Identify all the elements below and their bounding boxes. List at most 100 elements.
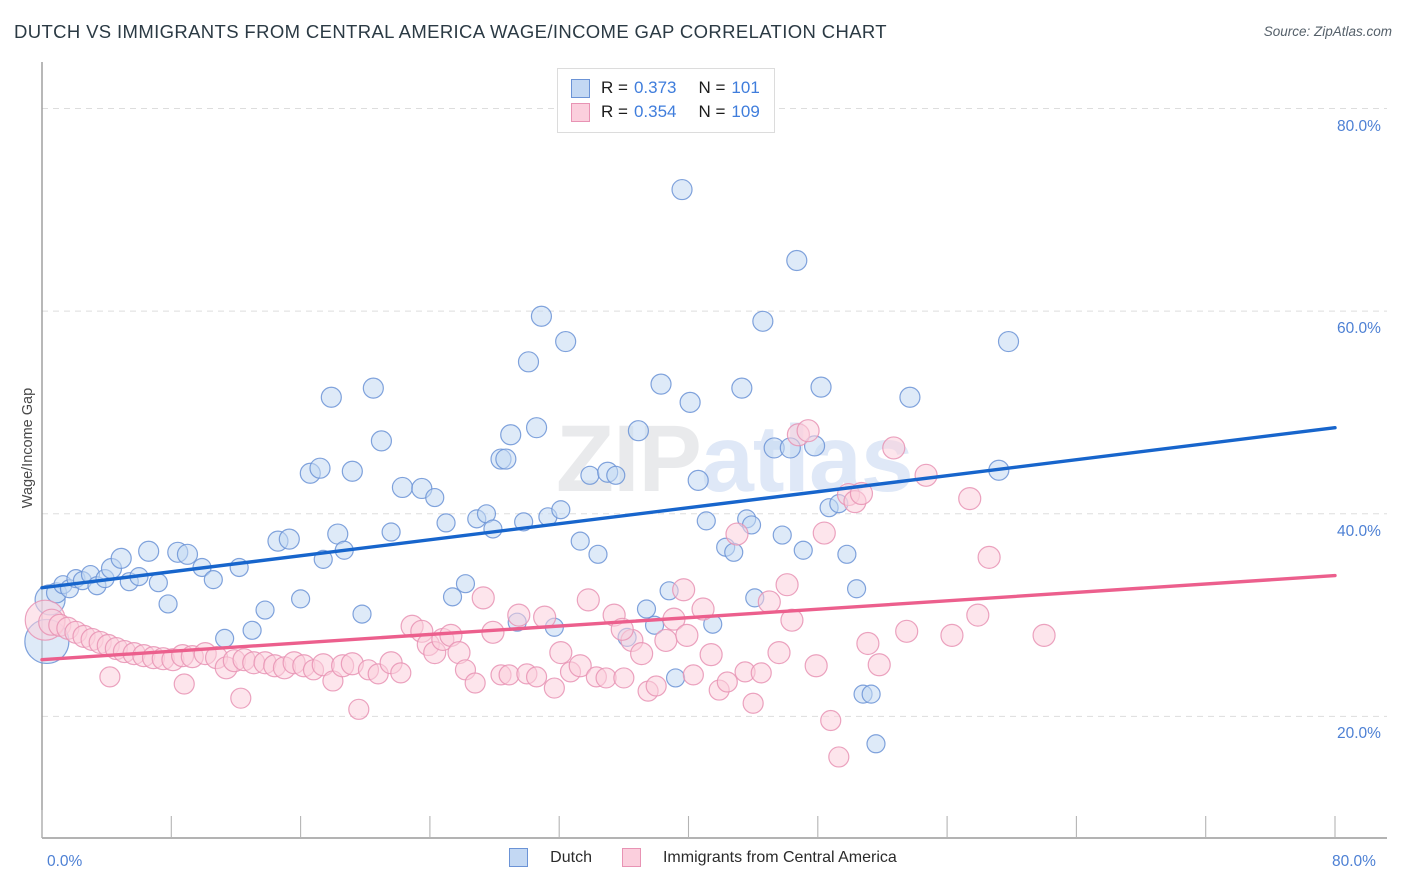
page-title: DUTCH VS IMMIGRANTS FROM CENTRAL AMERICA… xyxy=(14,21,887,42)
data-point xyxy=(390,662,412,684)
legend-item-dutch[interactable]: Dutch xyxy=(509,848,592,867)
data-point xyxy=(914,463,938,487)
data-point xyxy=(867,653,891,677)
r-value-immigrants: 0.354 xyxy=(633,102,677,121)
data-point xyxy=(381,522,401,542)
data-point xyxy=(242,620,262,640)
data-point xyxy=(568,654,592,678)
data-point xyxy=(699,643,723,667)
data-point xyxy=(997,330,1020,353)
series-legend: Dutch Immigrants from Central America xyxy=(0,848,1406,867)
data-point xyxy=(696,511,716,531)
trendline-immigrants xyxy=(40,573,1337,662)
data-point xyxy=(866,734,886,754)
data-point xyxy=(483,519,503,539)
data-point xyxy=(725,522,749,546)
data-point xyxy=(362,377,384,399)
data-point xyxy=(425,487,445,508)
n-label-dutch: N = xyxy=(698,78,726,97)
data-point xyxy=(786,249,808,272)
data-point xyxy=(580,465,600,485)
data-point xyxy=(757,590,781,614)
data-point xyxy=(752,310,774,332)
data-point xyxy=(138,540,160,562)
y-tick-label: 20.0% xyxy=(1337,725,1381,743)
data-point xyxy=(679,391,701,413)
source-attribution: Source: ZipAtlas.com xyxy=(1263,24,1392,39)
data-point xyxy=(595,667,617,689)
data-point xyxy=(498,664,520,686)
data-point xyxy=(837,544,857,564)
data-point xyxy=(675,623,699,647)
data-point xyxy=(846,579,867,599)
data-point xyxy=(767,640,791,665)
data-point xyxy=(148,573,168,593)
data-point xyxy=(203,570,223,590)
data-point xyxy=(158,594,178,614)
data-point xyxy=(812,521,836,545)
series-points-dutch xyxy=(24,178,1020,754)
legend-label-immigrants: Immigrants from Central America xyxy=(662,848,897,866)
data-point xyxy=(576,588,600,612)
data-point xyxy=(742,692,764,714)
data-point xyxy=(672,578,696,602)
stat-row-immigrants: R = 0.354 N = 109 xyxy=(571,100,760,124)
data-point xyxy=(525,666,548,688)
data-point xyxy=(309,457,331,479)
data-point xyxy=(793,540,813,560)
data-point xyxy=(530,305,553,327)
data-point xyxy=(882,436,906,460)
data-point xyxy=(665,668,686,688)
legend-item-immigrants[interactable]: Immigrants from Central America xyxy=(621,848,897,867)
data-point xyxy=(895,619,919,643)
data-point xyxy=(215,628,235,649)
data-point xyxy=(255,600,275,620)
legend-label-dutch: Dutch xyxy=(550,848,592,866)
data-point xyxy=(810,376,832,398)
data-point xyxy=(861,684,881,704)
data-point xyxy=(716,671,738,693)
data-point xyxy=(173,673,195,695)
data-point xyxy=(691,597,715,621)
data-point xyxy=(320,386,342,408)
data-point xyxy=(804,654,828,678)
n-label-immigrants: N = xyxy=(698,102,726,121)
y-tick-label: 60.0% xyxy=(1337,320,1381,338)
legend-swatch-immigrants xyxy=(571,102,590,122)
statistics-legend: R = 0.373 N = 101 R = 0.354 N = 109 xyxy=(557,68,775,133)
data-point xyxy=(525,417,548,439)
data-point xyxy=(495,448,517,470)
data-point xyxy=(348,698,370,720)
data-point xyxy=(977,545,1001,569)
data-point xyxy=(176,543,199,565)
data-point xyxy=(549,640,573,665)
data-point xyxy=(99,666,121,688)
stat-row-dutch: R = 0.373 N = 101 xyxy=(571,76,760,100)
data-point xyxy=(958,486,982,511)
data-point xyxy=(570,531,590,551)
data-point xyxy=(856,631,880,656)
data-point xyxy=(442,587,463,607)
data-point xyxy=(543,677,565,699)
r-value-dutch: 0.373 xyxy=(633,78,677,97)
data-point xyxy=(650,373,672,395)
data-point xyxy=(724,542,744,562)
data-point xyxy=(682,664,704,686)
data-point xyxy=(507,603,531,627)
data-point xyxy=(636,599,657,619)
data-point xyxy=(391,476,414,499)
legend-swatch-dutch-bottom xyxy=(509,848,529,867)
x-tick-label-min: 0.0% xyxy=(47,853,83,870)
n-value-immigrants: 109 xyxy=(731,102,760,121)
data-point xyxy=(455,574,476,594)
data-point xyxy=(278,528,300,550)
data-point xyxy=(613,667,635,689)
data-point xyxy=(820,709,842,732)
data-point xyxy=(588,544,608,564)
legend-swatch-dutch xyxy=(571,78,590,98)
data-point xyxy=(627,420,650,442)
data-point xyxy=(230,687,252,709)
series-points-immigrants xyxy=(24,419,1056,768)
